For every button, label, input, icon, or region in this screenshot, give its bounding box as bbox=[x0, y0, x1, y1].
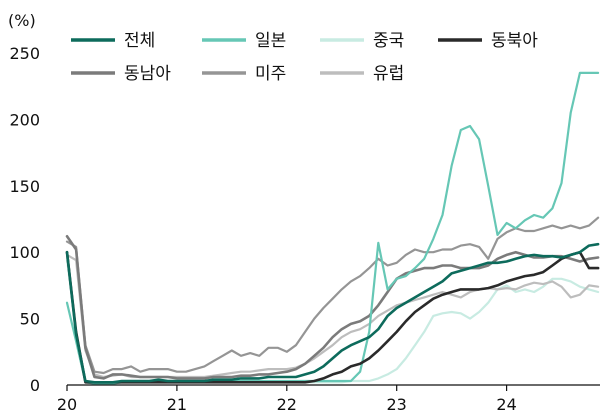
series-lines bbox=[65, 71, 600, 385]
x-tick-label: 20 bbox=[57, 395, 77, 414]
series-line-4 bbox=[65, 235, 600, 380]
y-tick-label: 250 bbox=[9, 44, 40, 63]
legend-label-3: 동북아 bbox=[491, 31, 538, 51]
y-axis: 0 50 100 150 200 250 bbox=[9, 44, 40, 395]
y-unit-label: (%) bbox=[8, 11, 36, 30]
series-line-0 bbox=[65, 242, 600, 384]
legend-label-2: 중국 bbox=[373, 31, 404, 51]
y-tick-label: 100 bbox=[9, 243, 40, 262]
x-tick-label: 21 bbox=[167, 395, 187, 414]
x-axis: 20 21 22 23 24 bbox=[57, 385, 517, 414]
legend-label-5: 미주 bbox=[255, 64, 286, 84]
legend-label-1: 일본 bbox=[255, 31, 286, 51]
x-tick-label: 22 bbox=[277, 395, 297, 414]
y-tick-label: 200 bbox=[9, 110, 40, 129]
legend-label-6: 유럽 bbox=[373, 64, 404, 84]
x-tick-label: 23 bbox=[387, 395, 407, 414]
series-line-5 bbox=[65, 216, 600, 375]
y-tick-label: 50 bbox=[20, 310, 40, 329]
legend-label-4: 동남아 bbox=[124, 64, 171, 84]
legend-label-0: 전체 bbox=[124, 31, 155, 51]
series-line-3 bbox=[65, 250, 600, 384]
y-tick-label: 0 bbox=[30, 376, 40, 395]
y-tick-label: 150 bbox=[9, 177, 40, 196]
x-tick-label: 24 bbox=[496, 395, 516, 414]
